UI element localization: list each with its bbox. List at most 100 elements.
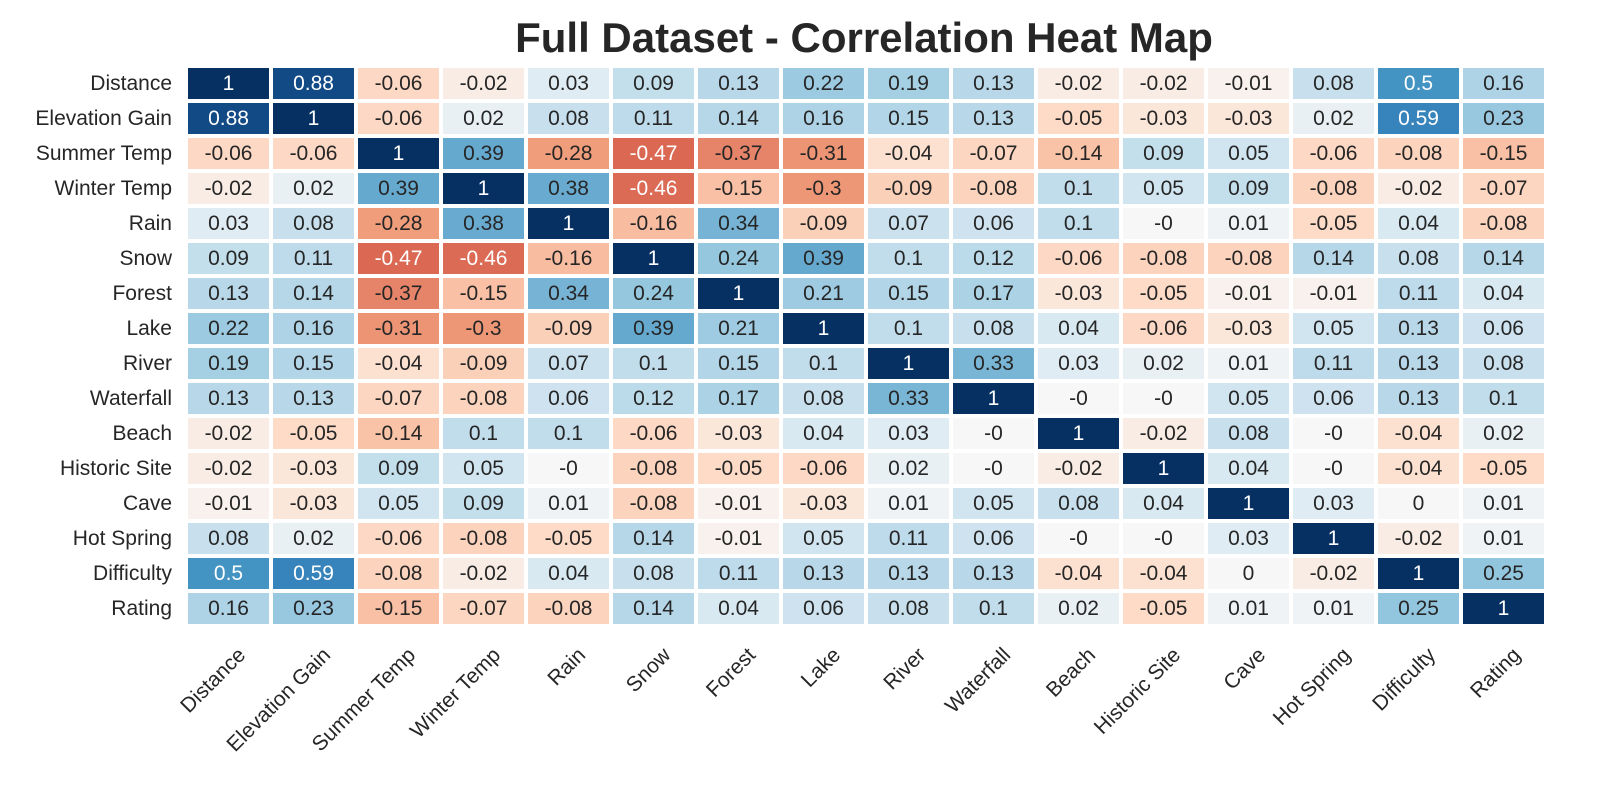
cell-value-label: 0.39 [633, 317, 674, 340]
heatmap-cell-historic-site-historic-site [1123, 453, 1204, 484]
cell-value-label: -0.37 [375, 282, 423, 305]
cell-value-label: 0.01 [888, 492, 929, 515]
cell-value-label: 0.08 [293, 212, 334, 235]
cell-value-label: -0.07 [375, 387, 423, 410]
heatmap-cell-summer-temp-beach [1038, 138, 1119, 169]
heatmap-cell-elevation-gain-hot-spring [1293, 103, 1374, 134]
cell-value-label: -0.05 [1480, 457, 1528, 480]
row-label-lake: Lake [126, 317, 172, 340]
heatmap-cell-waterfall-river [868, 383, 949, 414]
heatmap-cell-winter-temp-distance [188, 173, 269, 204]
heatmap-cell-distance-summer-temp [358, 68, 439, 99]
cell-value-label: 1 [478, 177, 490, 200]
heatmap-cell-summer-temp-forest [698, 138, 779, 169]
heatmap-cell-snow-beach [1038, 243, 1119, 274]
heatmap-cell-winter-temp-winter-temp [443, 173, 524, 204]
heatmap-cell-elevation-gain-waterfall [953, 103, 1034, 134]
heatmap-cell-elevation-gain-difficulty [1378, 103, 1459, 134]
heatmap-cell-waterfall-rating [1463, 383, 1544, 414]
heatmap-cell-rating-summer-temp [358, 593, 439, 624]
heatmap-cell-snow-historic-site [1123, 243, 1204, 274]
cell-value-label: -0 [984, 457, 1003, 480]
cell-value-label: 0.11 [719, 562, 758, 585]
cell-value-label: 0.88 [208, 107, 249, 130]
heatmap-cell-waterfall-historic-site [1123, 383, 1204, 414]
cell-value-label: -0.08 [630, 492, 678, 515]
heatmap-cell-snow-winter-temp [443, 243, 524, 274]
row-label-cave: Cave [123, 492, 172, 515]
cell-value-label: -0.08 [1140, 247, 1188, 270]
cell-value-label: -0 [1324, 457, 1343, 480]
heatmap-cell-river-elevation-gain [273, 348, 354, 379]
cell-value-label: -0.16 [630, 212, 678, 235]
cell-value-label: 0.24 [718, 247, 759, 270]
cell-value-label: 0.06 [1313, 387, 1354, 410]
cell-value-label: 0.14 [718, 107, 759, 130]
cell-value-label: -0.06 [205, 142, 253, 165]
cell-value-label: 1 [1158, 457, 1170, 480]
heatmap-cell-winter-temp-forest [698, 173, 779, 204]
heatmap-cell-rain-distance [188, 208, 269, 239]
heatmap-cell-distance-snow [613, 68, 694, 99]
heatmap-cell-beach-waterfall [953, 418, 1034, 449]
cell-value-label: -0.08 [630, 457, 678, 480]
cell-value-label: 0.06 [973, 527, 1014, 550]
cell-value-label: 0.08 [888, 597, 929, 620]
cell-value-label: 0.06 [803, 597, 844, 620]
cell-value-label: 0.02 [1313, 107, 1354, 130]
cell-value-label: -0.02 [460, 562, 508, 585]
heatmap-cell-snow-distance [188, 243, 269, 274]
cell-value-label: 0.01 [548, 492, 589, 515]
heatmap-cell-cave-beach [1038, 488, 1119, 519]
cell-value-label: -0.02 [1055, 457, 1103, 480]
cell-value-label: -0.06 [375, 527, 423, 550]
heatmap-cell-lake-elevation-gain [273, 313, 354, 344]
heatmap-cell-cave-rain [528, 488, 609, 519]
cell-value-label: -0.08 [1225, 247, 1273, 270]
heatmap-cell-waterfall-forest [698, 383, 779, 414]
heatmap-cell-difficulty-snow [613, 558, 694, 589]
cell-value-label: -0.06 [1140, 317, 1188, 340]
heatmap-cell-distance-lake [783, 68, 864, 99]
cell-value-label: 0.34 [718, 212, 759, 235]
heatmap-cell-forest-snow [613, 278, 694, 309]
cell-value-label: 0.22 [803, 72, 844, 95]
heatmap-cell-waterfall-hot-spring [1293, 383, 1374, 414]
heatmap-cell-distance-beach [1038, 68, 1119, 99]
cell-value-label: 0.24 [633, 282, 674, 305]
heatmap-cell-beach-cave [1208, 418, 1289, 449]
heatmap-cell-forest-hot-spring [1293, 278, 1374, 309]
row-label-river: River [123, 352, 172, 375]
cell-value-label: 0.11 [889, 527, 928, 550]
heatmap-cell-historic-site-snow [613, 453, 694, 484]
heatmap-cell-beach-winter-temp [443, 418, 524, 449]
cell-value-label: -0.04 [885, 142, 933, 165]
col-label-lake: Lake [797, 643, 845, 691]
cell-value-label: 0.08 [973, 317, 1014, 340]
heatmap-cell-beach-rating [1463, 418, 1544, 449]
heatmap-cell-winter-temp-rain [528, 173, 609, 204]
cell-value-label: 0.13 [208, 387, 249, 410]
cell-value-label: 0.11 [1314, 352, 1353, 375]
col-label-snow: Snow [622, 643, 676, 697]
cell-value-label: -0.05 [715, 457, 763, 480]
heatmap-cell-cave-rating [1463, 488, 1544, 519]
heatmap-cell-hot-spring-distance [188, 523, 269, 554]
cell-value-label: -0.06 [375, 72, 423, 95]
cell-value-label: -0.04 [1395, 457, 1443, 480]
heatmap-cell-snow-summer-temp [358, 243, 439, 274]
heatmap-cell-difficulty-river [868, 558, 949, 589]
cell-value-label: 0.13 [1398, 352, 1439, 375]
cell-value-label: -0.31 [375, 317, 423, 340]
cell-value-label: -0.05 [1055, 107, 1103, 130]
heatmap-cell-river-rain [528, 348, 609, 379]
cell-value-label: 0.01 [1483, 492, 1524, 515]
heatmap-cell-beach-distance [188, 418, 269, 449]
cell-value-label: 0.1 [554, 422, 583, 445]
cell-value-label: 1 [733, 282, 745, 305]
cell-value-label: 0.05 [1313, 317, 1354, 340]
cell-value-label: -0.08 [1480, 212, 1528, 235]
cell-value-label: 0 [1413, 492, 1425, 515]
heatmap-cell-summer-temp-difficulty [1378, 138, 1459, 169]
cell-value-label: -0.08 [970, 177, 1018, 200]
